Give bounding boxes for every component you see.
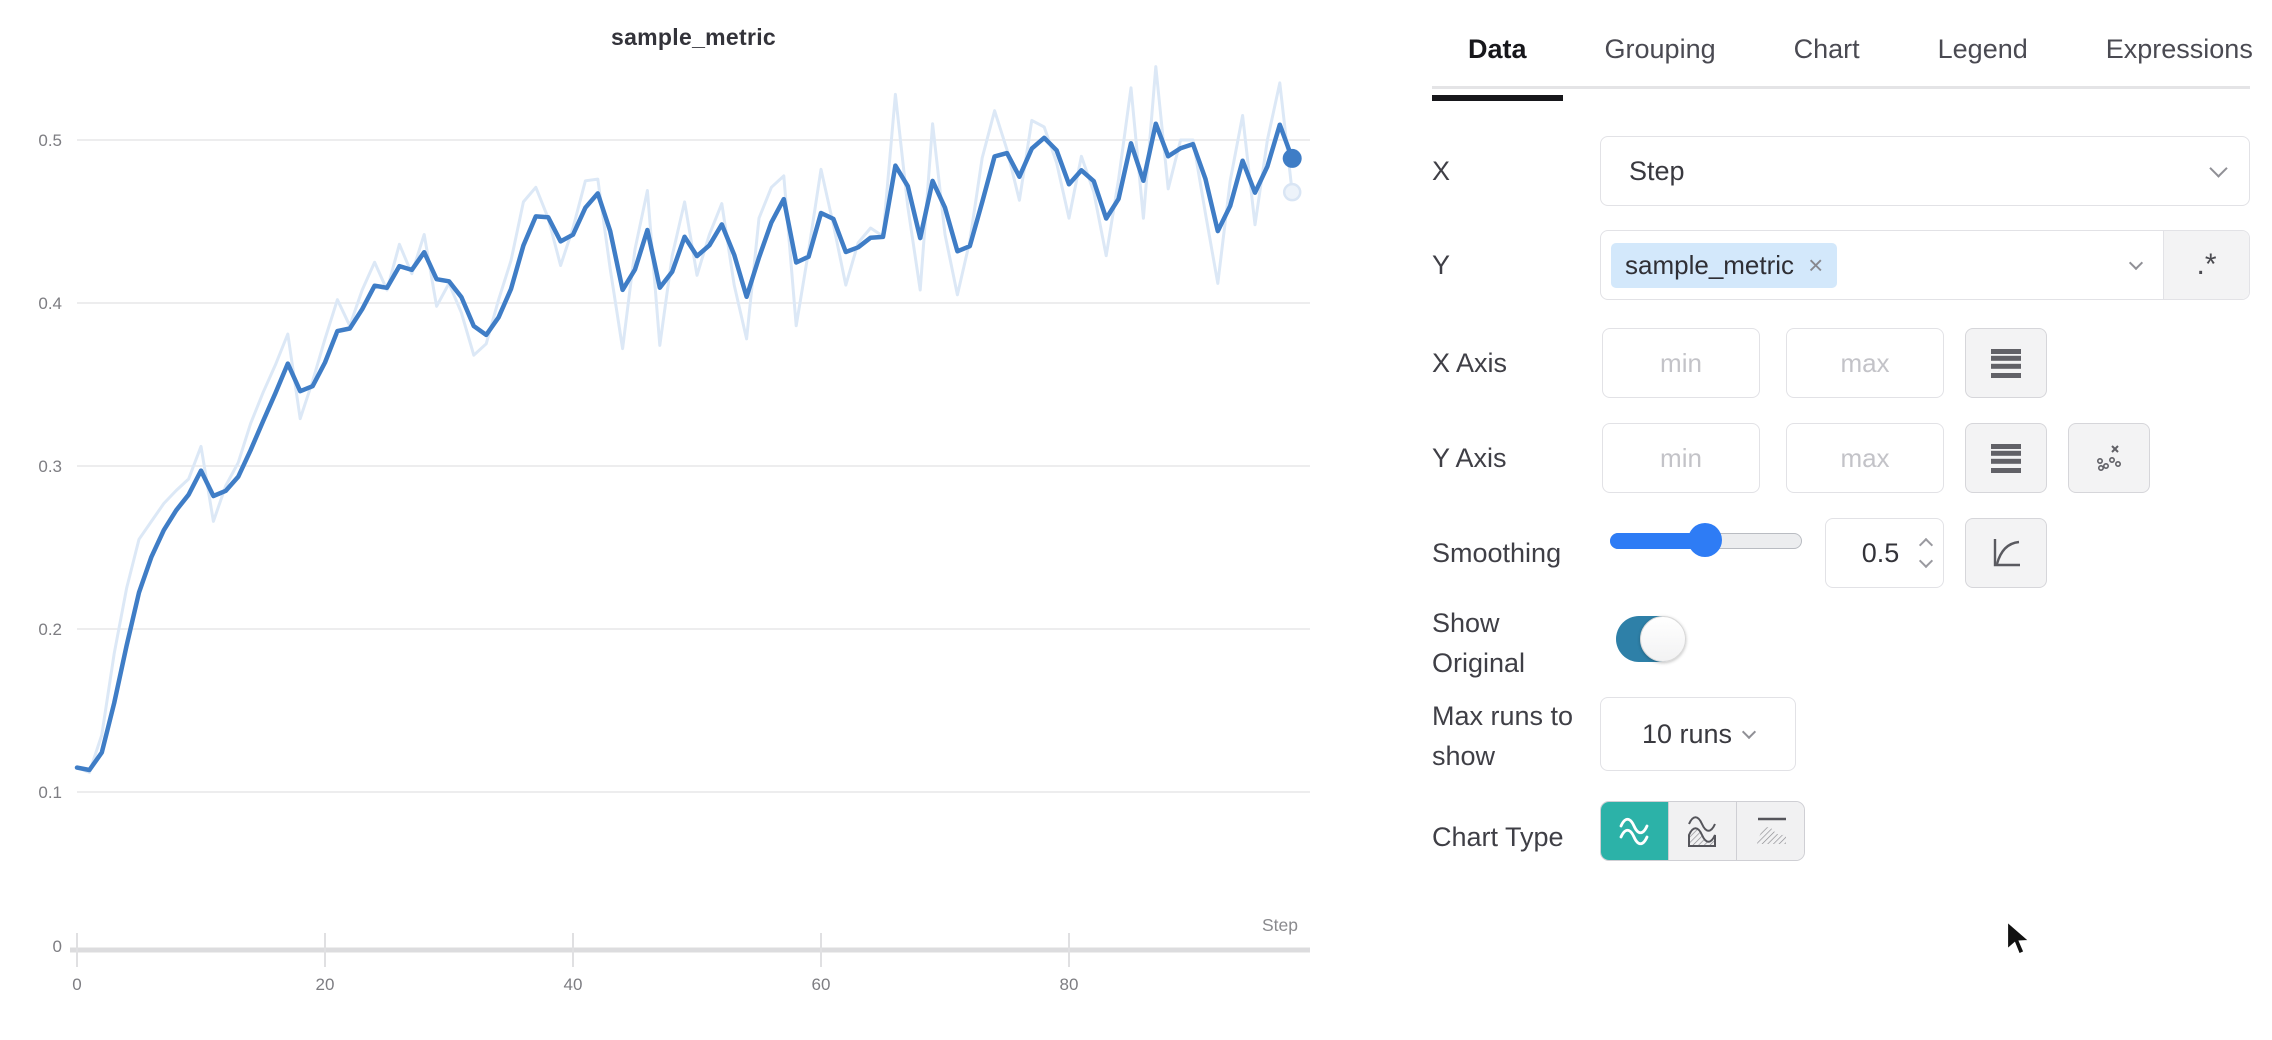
smoothed-series-line — [74, 121, 1295, 773]
chevron-down-icon — [2128, 255, 2144, 271]
y-axis-max-input[interactable] — [1787, 423, 1943, 493]
chart-type-label: Chart Type — [1432, 822, 1564, 852]
slider-thumb[interactable] — [1688, 523, 1722, 557]
x-axis-select-value: Step — [1629, 155, 1685, 186]
show-original-label: Show Original — [1432, 608, 1526, 678]
chart-type-group — [1600, 801, 1805, 861]
x-tick-label: 80 — [1060, 975, 1079, 994]
x-axis-max-input[interactable] — [1787, 328, 1943, 398]
chart-type-area-button[interactable] — [1668, 802, 1736, 860]
chart-type-percentile-button[interactable] — [1736, 802, 1804, 860]
x-tick-label: 60 — [812, 975, 831, 994]
stepper-up-icon[interactable] — [1918, 537, 1934, 553]
chart-type-line-button[interactable] — [1601, 802, 1668, 860]
y-axis-max-field[interactable] — [1786, 423, 1944, 493]
y-tick-label: 0.3 — [38, 457, 62, 476]
x-axis-min-input[interactable] — [1603, 328, 1759, 398]
smoothing-value-input[interactable] — [1826, 518, 1921, 588]
x-tick-label: 20 — [316, 975, 335, 994]
max-runs-select[interactable]: 10 runs — [1600, 697, 1796, 771]
chevron-down-icon — [1741, 724, 1757, 740]
metric-tag: sample_metric × — [1611, 242, 1838, 288]
percentile-chart-icon — [1756, 817, 1786, 844]
smoothing-slider[interactable] — [1610, 523, 1802, 557]
smoothing-algorithm-button[interactable] — [1965, 518, 2047, 588]
remove-metric-icon[interactable]: × — [1808, 249, 1824, 280]
x-axis-title: Step — [1262, 915, 1298, 935]
x-tick-label: 40 — [564, 975, 583, 994]
smoothing-value-field[interactable] — [1825, 518, 1944, 588]
chart-edit-panel: Data Grouping Chart Legend Expressions X Ste… — [1432, 0, 2272, 1040]
x-axis-log-scale-button[interactable] — [1965, 328, 2047, 398]
x-axis-max-field[interactable] — [1786, 328, 1944, 398]
x-tick-label: 0 — [72, 975, 81, 994]
tab-data[interactable]: Data — [1432, 12, 1563, 101]
ignore-outliers-button[interactable] — [2068, 423, 2150, 493]
log-scale-icon — [1991, 444, 2021, 473]
y-axis-min-input[interactable] — [1603, 423, 1759, 493]
smoothing-row-label: Smoothing — [1432, 538, 1562, 568]
tab-chart[interactable]: Chart — [1793, 33, 1860, 64]
stepper-down-icon[interactable] — [1918, 553, 1934, 569]
max-runs-label: Max runs to show — [1432, 701, 1574, 771]
y-tick-label: 0.5 — [38, 131, 62, 150]
y-tick-label: 0.4 — [38, 294, 62, 313]
original-end-dot — [1282, 182, 1302, 202]
log-scale-icon — [1991, 349, 2021, 378]
ignore-outliers-icon — [2097, 445, 2121, 471]
max-runs-value: 10 runs — [1641, 718, 1733, 749]
y-axis-log-scale-button[interactable] — [1965, 423, 2047, 493]
y-metric-combobox[interactable]: sample_metric × .* — [1600, 230, 2250, 300]
plot-area[interactable] — [77, 100, 1310, 950]
show-original-toggle[interactable] — [1616, 616, 1686, 662]
panel-tabs: Data Grouping Chart Legend Expressions — [1432, 12, 2272, 101]
mouse-cursor — [2005, 920, 2033, 956]
y-row-label: Y — [1432, 250, 1451, 280]
smoothing-steppers — [1918, 537, 1934, 569]
y-tick-label: 0.2 — [38, 620, 62, 639]
y-axis-row-label: Y Axis — [1432, 443, 1507, 473]
x-axis-min-field[interactable] — [1602, 328, 1760, 398]
slider-fill — [1610, 533, 1705, 549]
tab-expressions[interactable]: Expressions — [2105, 33, 2253, 64]
area-chart-icon — [1687, 816, 1716, 847]
x-axis-row-label: X Axis — [1432, 348, 1508, 378]
line-chart[interactable]: 0 0.1 0.2 0.3 0.4 0.5 0 20 40 60 80 Step — [0, 0, 1330, 1040]
smoothed-end-dot — [1282, 148, 1302, 168]
metric-tag-label: sample_metric — [1625, 249, 1795, 280]
line-chart-icon — [1619, 817, 1648, 846]
tabs-underline — [1432, 86, 2250, 89]
chevron-down-icon — [2209, 158, 2228, 178]
regex-toggle-button[interactable]: .* — [2163, 231, 2249, 299]
tab-grouping[interactable]: Grouping — [1604, 33, 1716, 64]
tab-legend[interactable]: Legend — [1937, 33, 2028, 64]
y-tick-label: 0.1 — [38, 783, 62, 802]
toggle-knob — [1640, 616, 1686, 662]
y-tick-label: 0 — [53, 937, 62, 956]
ema-curve-icon — [1993, 539, 2020, 567]
x-row-label: X — [1432, 156, 1451, 186]
chart-title: sample_metric — [611, 24, 776, 50]
x-axis-select[interactable]: Step — [1600, 136, 2250, 206]
y-axis-min-field[interactable] — [1602, 423, 1760, 493]
